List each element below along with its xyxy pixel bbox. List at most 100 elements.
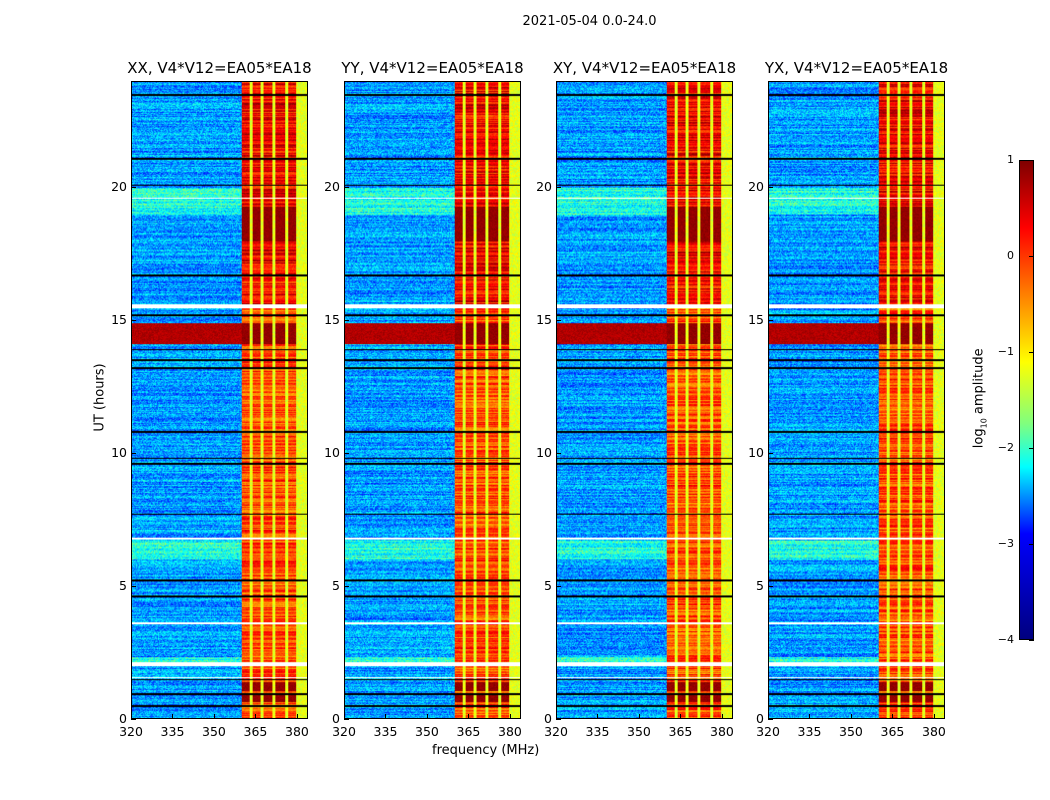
x-tick-label: 365	[880, 724, 905, 739]
colorbar-tick-mark	[1029, 448, 1034, 449]
y-tick-mark	[131, 719, 136, 720]
x-tick-label: 320	[544, 724, 568, 739]
y-tick-mark	[131, 586, 136, 588]
x-tick-label: 335	[160, 724, 185, 739]
y-axis-label: UT (hours)	[92, 363, 108, 432]
x-tick-label: 350	[415, 724, 439, 739]
x-tick-mark	[638, 714, 640, 719]
y-tick-label: 10	[111, 445, 127, 461]
colorbar	[1019, 160, 1034, 640]
colorbar-tick-label: −3	[997, 537, 1014, 550]
colorbar-tick-mark	[1029, 640, 1034, 641]
y-tick-mark	[556, 320, 561, 322]
spectrogram-heatmap	[557, 82, 732, 718]
y-tick-mark	[556, 719, 561, 720]
y-tick-mark	[556, 187, 561, 189]
y-tick-label: 15	[324, 312, 340, 328]
y-tick-mark	[768, 453, 773, 455]
y-tick-label: 20	[536, 179, 552, 195]
x-tick-mark	[213, 714, 215, 719]
colorbar-tick-label: 1	[1007, 153, 1014, 166]
x-tick-label: 335	[373, 724, 398, 739]
y-tick-label: 0	[544, 711, 552, 726]
x-tick-mark	[892, 714, 894, 719]
x-tick-mark	[680, 714, 682, 719]
y-tick-mark	[344, 719, 349, 720]
x-tick-mark	[850, 714, 852, 719]
spectrogram-heatmap	[345, 82, 520, 718]
panel-title: YX, V4*V12=EA05*EA18	[764, 59, 949, 77]
y-tick-label: 10	[748, 445, 764, 461]
y-tick-label: 0	[332, 711, 340, 726]
spectrogram-panel	[768, 81, 945, 719]
y-tick-label: 15	[536, 312, 552, 328]
x-tick-label: 380	[710, 724, 734, 739]
x-tick-mark	[385, 714, 387, 719]
x-tick-mark	[296, 714, 298, 719]
y-tick-label: 20	[324, 179, 340, 195]
x-tick-label: 335	[797, 724, 822, 739]
colorbar-tick-mark	[1029, 160, 1034, 161]
y-tick-label: 5	[756, 578, 764, 594]
y-tick-mark	[344, 586, 349, 588]
x-tick-mark	[721, 714, 723, 719]
y-tick-mark	[768, 187, 773, 189]
x-tick-mark	[933, 714, 935, 719]
x-tick-mark	[768, 714, 769, 719]
x-tick-mark	[597, 714, 599, 719]
x-tick-label: 365	[456, 724, 481, 739]
x-tick-mark	[509, 714, 511, 719]
x-tick-mark	[172, 714, 174, 719]
colorbar-tick-mark	[1029, 352, 1034, 353]
y-tick-label: 5	[119, 578, 127, 594]
x-tick-mark	[556, 714, 557, 719]
x-tick-label: 350	[839, 724, 863, 739]
x-tick-mark	[131, 714, 132, 719]
y-tick-mark	[131, 453, 136, 455]
y-tick-label: 20	[111, 179, 127, 195]
x-tick-label: 380	[285, 724, 309, 739]
spectrogram-panel	[344, 81, 521, 719]
x-tick-label: 365	[668, 724, 693, 739]
x-tick-mark	[344, 714, 345, 719]
x-tick-label: 320	[332, 724, 356, 739]
y-tick-label: 10	[324, 445, 340, 461]
x-tick-label: 320	[756, 724, 780, 739]
x-tick-mark	[255, 714, 257, 719]
panel-title: XX, V4*V12=EA05*EA18	[127, 59, 312, 77]
x-tick-label: 335	[585, 724, 610, 739]
y-tick-mark	[768, 586, 773, 588]
colorbar-tick-mark	[1029, 544, 1034, 545]
x-tick-mark	[426, 714, 428, 719]
x-tick-label: 320	[119, 724, 143, 739]
colorbar-tick-label: −2	[997, 441, 1014, 454]
panel-title: XY, V4*V12=EA05*EA18	[552, 59, 737, 77]
x-tick-label: 350	[202, 724, 226, 739]
y-tick-label: 15	[111, 312, 127, 328]
y-tick-label: 0	[119, 711, 127, 726]
colorbar-tick-label: −1	[997, 345, 1014, 358]
y-tick-mark	[768, 320, 773, 322]
colorbar-tick-mark	[1029, 256, 1034, 257]
y-tick-label: 5	[544, 578, 552, 594]
y-tick-mark	[556, 453, 561, 455]
y-tick-mark	[556, 586, 561, 588]
panel-title: YY, V4*V12=EA05*EA18	[341, 59, 524, 77]
x-tick-label: 350	[627, 724, 651, 739]
x-tick-mark	[809, 714, 811, 719]
y-tick-mark	[344, 453, 349, 455]
x-axis-label: frequency (MHz)	[432, 743, 540, 758]
colorbar-tick-label: 0	[1007, 249, 1014, 262]
y-tick-mark	[131, 187, 136, 189]
spectrogram-panel	[131, 81, 308, 719]
y-tick-label: 5	[332, 578, 340, 594]
x-tick-mark	[468, 714, 470, 719]
y-tick-mark	[344, 320, 349, 322]
figure-title: 2021-05-04 0.0-24.0	[522, 14, 657, 29]
y-tick-mark	[768, 719, 773, 720]
y-tick-label: 10	[536, 445, 552, 461]
y-tick-mark	[344, 187, 349, 189]
y-tick-label: 0	[756, 711, 764, 726]
x-tick-label: 380	[922, 724, 946, 739]
